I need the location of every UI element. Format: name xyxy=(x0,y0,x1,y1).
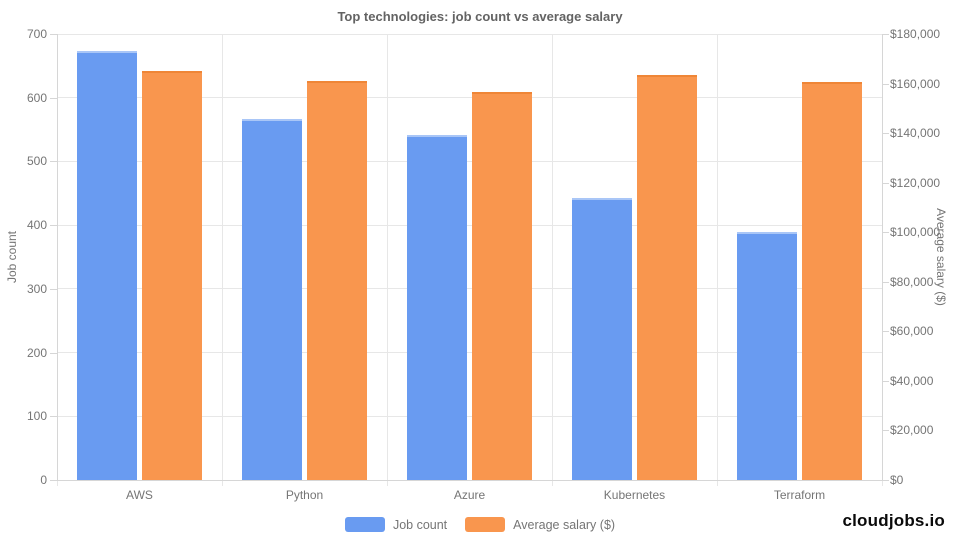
x-label-kubernetes: Kubernetes xyxy=(603,488,666,502)
right-axis-tick-label: $60,000 xyxy=(890,324,934,339)
left-tick-mark xyxy=(50,416,57,418)
x-label-azure: Azure xyxy=(453,488,486,502)
legend-item-job-count[interactable]: Job count xyxy=(344,517,448,532)
right-tick-mark xyxy=(882,480,889,481)
bottom-axis-line xyxy=(57,480,883,481)
right-tick-mark xyxy=(882,182,889,184)
left-axis-tick-label: 700 xyxy=(26,27,47,41)
bar-average-salary-kubernetes xyxy=(637,75,697,480)
right-tick-mark xyxy=(882,133,889,135)
bar-job-count-kubernetes xyxy=(572,197,632,480)
left-tick-mark xyxy=(50,97,57,99)
bar-average-salary-azure xyxy=(472,92,532,480)
bar-job-count-terraform xyxy=(737,231,797,480)
bar-average-salary-terraform xyxy=(802,81,862,480)
left-tick-mark xyxy=(50,480,57,481)
job-count-swatch xyxy=(344,517,385,532)
bar-job-count-python xyxy=(242,118,302,480)
average-salary-swatch xyxy=(465,517,506,532)
left-axis-tick-label: 100 xyxy=(26,409,47,424)
gridline-horizontal xyxy=(57,415,882,417)
legend-item-average-salary[interactable]: Average salary ($) xyxy=(465,517,615,532)
right-axis-tick-label: $160,000 xyxy=(890,76,941,91)
right-axis-tick-label: $120,000 xyxy=(890,175,941,190)
x-label-python: Python xyxy=(285,488,324,502)
gridline-horizontal xyxy=(57,160,882,162)
bar-average-salary-aws xyxy=(142,71,202,480)
gridline-horizontal xyxy=(57,33,882,35)
bar-average-salary-python xyxy=(307,81,367,480)
right-axis-tick-label: $0 xyxy=(890,473,904,487)
x-label-aws: AWS xyxy=(126,488,153,502)
right-tick-mark xyxy=(882,380,889,382)
right-tick-mark xyxy=(882,430,889,432)
right-axis-tick-label: $100,000 xyxy=(890,225,941,240)
left-axis-tick-label: 0 xyxy=(40,473,47,487)
right-tick-mark xyxy=(882,281,889,283)
right-tick-mark xyxy=(882,232,889,234)
right-axis-tick-label: $40,000 xyxy=(890,373,934,388)
right-axis-tick-label: $80,000 xyxy=(890,274,934,289)
gridline-vertical xyxy=(387,34,388,486)
right-axis-line xyxy=(882,34,883,480)
x-label-terraform: Terraform xyxy=(773,488,826,502)
legend-label: Job count xyxy=(392,517,448,532)
gridline-horizontal xyxy=(57,224,882,226)
bar-job-count-azure xyxy=(407,135,467,480)
left-axis-line xyxy=(57,34,58,480)
left-tick-mark xyxy=(50,352,57,354)
right-tick-mark xyxy=(882,34,889,35)
left-tick-mark xyxy=(50,34,57,35)
chart-title: Top technologies: job count vs average s… xyxy=(337,9,623,24)
left-axis-title: Job count xyxy=(5,230,19,284)
gridline-vertical xyxy=(717,34,718,486)
brand-logo-text: cloudjobs.io xyxy=(842,511,945,530)
left-axis-tick-label: 300 xyxy=(26,281,47,296)
left-axis-tick-label: 500 xyxy=(26,154,47,169)
gridline-horizontal xyxy=(57,288,882,290)
right-axis-tick-label: $140,000 xyxy=(890,126,941,141)
left-axis-tick-label: 600 xyxy=(26,90,47,105)
right-axis-tick-label: $180,000 xyxy=(890,27,941,41)
left-tick-mark xyxy=(50,161,57,163)
left-tick-mark xyxy=(50,288,57,290)
right-tick-mark xyxy=(882,331,889,333)
left-axis-tick-label: 400 xyxy=(26,218,47,233)
gridline-horizontal xyxy=(57,97,882,99)
left-tick-mark xyxy=(50,225,57,227)
gridline-vertical xyxy=(552,34,553,486)
gridline-horizontal xyxy=(57,352,882,354)
left-axis-tick-label: 200 xyxy=(26,345,47,360)
legend: Job count Average salary ($) xyxy=(0,517,960,532)
right-axis-tick-label: $20,000 xyxy=(890,423,934,438)
bar-job-count-aws xyxy=(77,50,137,480)
right-tick-mark xyxy=(882,83,889,85)
gridline-vertical xyxy=(222,34,223,486)
right-axis-title: Average salary ($) xyxy=(934,208,948,306)
legend-label: Average salary ($) xyxy=(513,517,616,532)
